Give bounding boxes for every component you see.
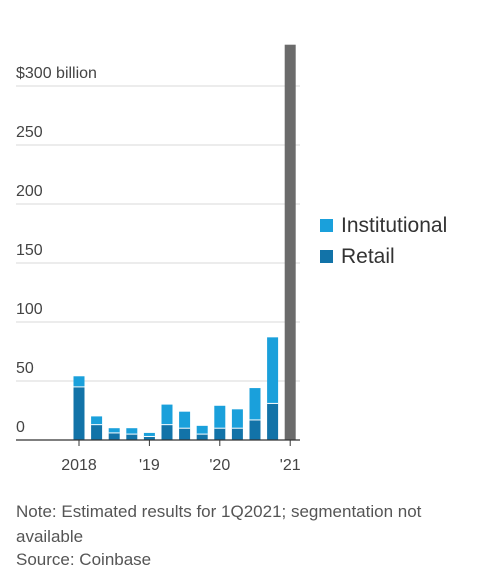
- y-tick-label: 150: [16, 242, 43, 259]
- chart-note: Note: Estimated results for 1Q2021; segm…: [16, 502, 422, 546]
- bar-retail: [161, 424, 173, 440]
- bar-retail: [196, 434, 208, 440]
- bar-institutional: [73, 376, 85, 387]
- bar-institutional: [179, 411, 191, 429]
- x-tick-label: '20: [209, 457, 230, 474]
- bar-retail: [91, 424, 103, 440]
- x-tick-label: '21: [280, 457, 301, 474]
- legend-swatch-retail: [320, 250, 333, 263]
- legend-label-retail: Retail: [341, 244, 395, 268]
- bar-institutional: [143, 432, 155, 437]
- bar-retail: [179, 428, 191, 440]
- bar-institutional: [91, 416, 103, 425]
- bar-institutional: [161, 404, 173, 425]
- legend: Institutional Retail: [320, 210, 447, 272]
- legend-item-institutional: Institutional: [320, 210, 447, 241]
- bar-estimate: [284, 44, 296, 440]
- bar-institutional: [126, 428, 138, 435]
- y-tick-label: 50: [16, 360, 34, 377]
- y-tick-label: $300 billion: [16, 65, 97, 82]
- bar-retail: [214, 428, 226, 440]
- bar-institutional: [249, 388, 261, 420]
- y-tick-label: 100: [16, 301, 43, 318]
- y-tick-label: 250: [16, 124, 43, 141]
- bar-retail: [73, 386, 85, 440]
- y-tick-label: 0: [16, 419, 25, 436]
- bar-institutional: [108, 428, 120, 433]
- bar-institutional: [231, 409, 243, 429]
- bar-institutional: [267, 337, 279, 404]
- bar-retail: [231, 428, 243, 440]
- bar-retail: [249, 419, 261, 440]
- bar-institutional: [196, 425, 208, 435]
- bar-chart: 2018 '19 '20 '21: [16, 44, 301, 474]
- bar-institutional: [214, 405, 226, 429]
- x-tick-label: 2018: [61, 457, 97, 474]
- bar-retail: [126, 434, 138, 440]
- bar-retail: [108, 432, 120, 440]
- y-tick-label: 200: [16, 183, 43, 200]
- bar-retail: [143, 436, 155, 440]
- legend-item-retail: Retail: [320, 241, 447, 272]
- chart-source: Source: Coinbase: [16, 550, 152, 569]
- x-tick-label: '19: [139, 457, 160, 474]
- bar-retail: [267, 403, 279, 440]
- legend-swatch-institutional: [320, 219, 333, 232]
- legend-label-institutional: Institutional: [341, 213, 448, 237]
